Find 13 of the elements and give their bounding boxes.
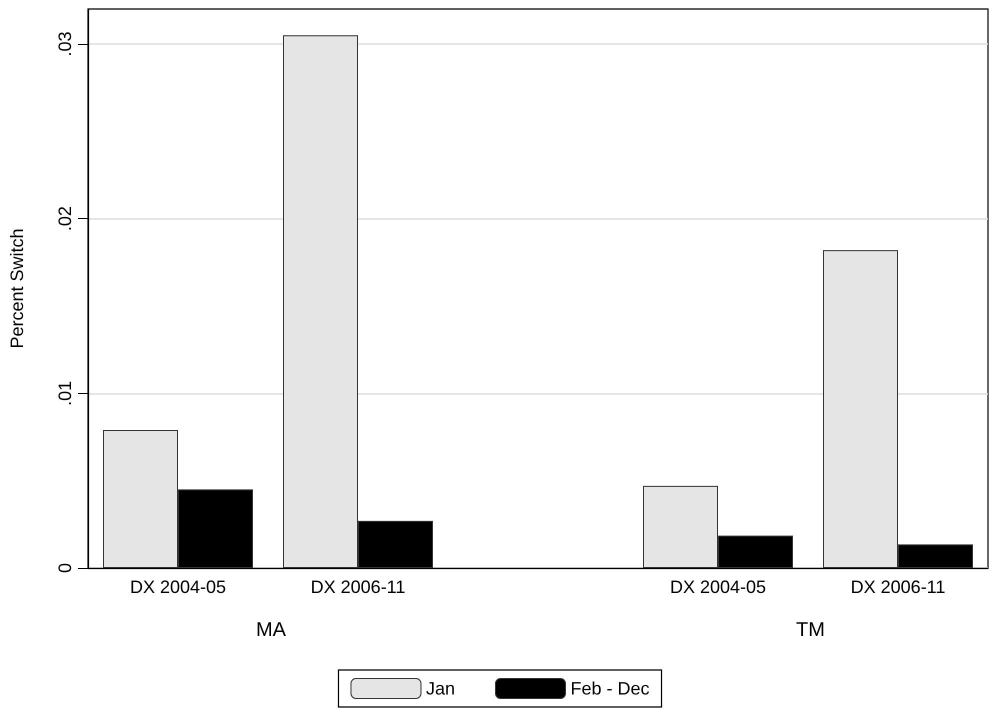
x-tick-label: DX 2006-11 [310, 577, 406, 597]
x-tick-label: DX 2004-05 [670, 577, 766, 597]
y-axis-title: Percent Switch [7, 228, 27, 349]
y-tick-label: .01 [55, 380, 75, 406]
legend-label: Jan [426, 678, 456, 698]
legend-label: Feb - Dec [570, 678, 650, 698]
x-tick-label: DX 2006-11 [850, 577, 946, 597]
x-tick-label: DX 2004-05 [130, 577, 226, 597]
y-tick-label: 0 [55, 562, 75, 574]
text: MA [256, 619, 287, 641]
y-tick-label: .02 [55, 206, 75, 232]
y-tick-label: .03 [55, 31, 75, 56]
text: TM [796, 619, 825, 641]
